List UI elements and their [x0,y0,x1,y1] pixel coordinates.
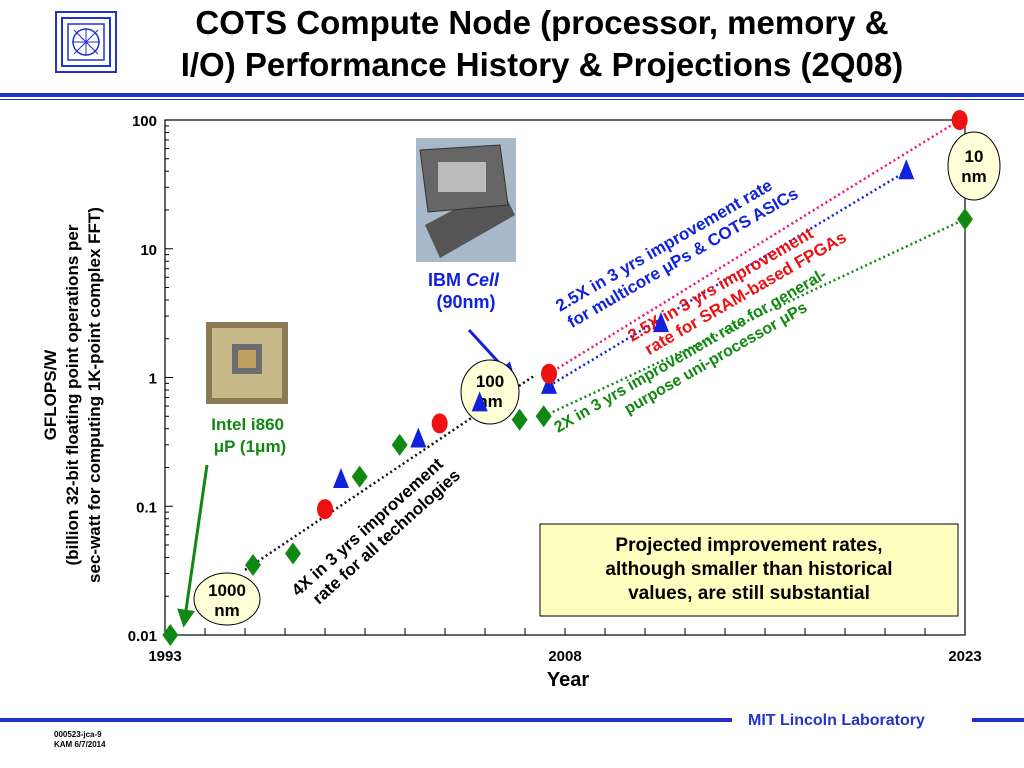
ibm-label-line2: (90nm) [436,292,495,312]
x-axis-ticks: 1993 2008 2023 [148,628,982,665]
triangle-point [653,312,669,333]
node-1000nm-line1: 1000 [208,581,246,600]
slide-title-line1: COTS Compute Node (processor, memory & [195,4,889,41]
diamond-point [285,542,301,565]
slide-title: COTS Compute Node (processor, memory & I… [0,2,1024,86]
node-1000nm-line2: nm [214,601,240,620]
y-axis-title-line1: GFLOPS/W [41,349,60,441]
triangle-point [410,427,427,448]
triangle-point [333,467,349,488]
intel-label-line1: Intel i860 [211,415,284,434]
triangle-point [541,373,557,394]
diamond-point [245,553,261,576]
y-tick-label: 10 [140,242,157,259]
ibm-label-prefix: IBM [428,270,466,290]
diamond-point [391,433,408,456]
diamond-point [162,624,179,646]
footer-doc-info: 000523-jca-9 KAM 6/7/2014 [54,730,106,750]
ibm-label-italic: Cell [466,270,500,290]
callout-box [539,523,959,617]
intel-label-line2: μP (1μm) [214,437,286,456]
callout-line1: Projected improvement rates, [615,535,882,556]
y-axis-title-line2: (billion 32-bit floating point operation… [63,224,82,565]
x-tick-label: 1993 [148,648,181,665]
ibm-cell-label: IBM Cell (90nm) [428,270,504,312]
node-10nm-circle [947,131,1001,201]
diamond-point [511,408,528,431]
callout-line2: although smaller than historical [605,559,892,580]
triangle-point [898,159,915,180]
footer-rule-left [0,718,732,722]
node-10nm-line2: nm [961,167,987,186]
ibm-cell-chip-image [416,138,516,262]
footer-rule-right [972,718,1024,722]
diamond-point [957,208,973,231]
circle-point [541,363,557,384]
diamond-point [351,465,368,488]
y-axis-title-line3: sec-watt for computing 1K-point complex … [85,207,104,583]
performance-chart: 0.01 0.1 1 10 100 1993 2008 2023 GFLOPS/W (bil… [41,110,1001,691]
y-tick-label: 100 [132,113,157,130]
node-100nm-line1: 100 [476,372,504,391]
historical-rate-line1: 4X in 3 yrs improvement [288,454,447,600]
x-tick-label: 2008 [548,648,581,665]
y-tick-label: 0.1 [136,499,157,516]
x-tick-label: 2023 [948,648,981,665]
intel-arrow [177,464,209,628]
header-rule-thin [0,99,1024,100]
historical-rate-line2: rate for all technologies [309,466,464,608]
node-10nm-line1: 10 [965,147,984,166]
triangle-point [471,391,488,412]
y-axis-ticks: 0.01 0.1 1 10 100 [128,113,173,645]
y-tick-label: 1 [149,371,157,388]
footer-author-date: KAM 6/7/2014 [54,740,106,749]
data-points [162,110,973,646]
intel-chip-image [201,316,293,408]
footer-doc-id: 000523-jca-9 [54,730,102,739]
x-axis-title: Year [547,669,589,691]
trend-lines [244,118,966,571]
lincoln-lab-logo-icon [55,11,117,73]
historical-rate-label: 4X in 3 yrs improvement rate for all tec… [288,451,464,615]
y-tick-label: 0.01 [128,628,157,645]
node-1000nm-circle [193,572,261,626]
intel-label: Intel i860 μP (1μm) [211,415,289,456]
footer-brand: MIT Lincoln Laboratory [748,712,925,729]
circle-point [431,413,448,434]
diamond-point [535,405,552,428]
circle-point [317,499,333,520]
circle-point [951,110,968,130]
y-axis-title: GFLOPS/W (billion 32-bit floating point … [41,207,104,583]
slide-title-line2: I/O) Performance History & Projections (… [180,46,904,83]
callout-line3: values, are still substantial [628,583,870,604]
header-rule [0,93,1024,97]
trend-line [548,118,961,375]
